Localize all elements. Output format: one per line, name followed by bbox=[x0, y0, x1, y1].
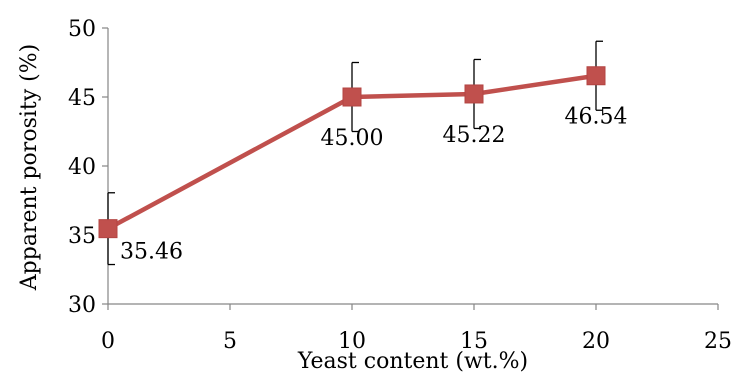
x-tick-label: 15 bbox=[460, 329, 488, 354]
y-tick-label: 30 bbox=[68, 293, 96, 318]
data-point-marker bbox=[98, 219, 118, 239]
error-bars bbox=[107, 40, 603, 266]
data-point-marker bbox=[342, 87, 362, 107]
x-tick-label: 0 bbox=[101, 329, 115, 354]
data-point-marker bbox=[586, 66, 606, 86]
y-tick-label: 35 bbox=[68, 224, 96, 249]
x-tick-label: 10 bbox=[338, 329, 366, 354]
y-tick-label: 50 bbox=[68, 17, 96, 42]
x-tick-label: 25 bbox=[704, 329, 732, 354]
data-label: 35.46 bbox=[120, 240, 183, 265]
data-label: 45.00 bbox=[321, 126, 384, 151]
y-tick-label: 45 bbox=[68, 86, 96, 111]
series-line bbox=[106, 73, 597, 231]
x-tick-label: 5 bbox=[223, 329, 237, 354]
axes bbox=[107, 28, 718, 305]
y-tick-label: 40 bbox=[68, 155, 96, 180]
data-point-marker bbox=[464, 84, 484, 104]
x-tick-label: 20 bbox=[582, 329, 610, 354]
ticks: 30 35 40 45 50 0 5 10 15 20 25 bbox=[68, 17, 732, 354]
data-labels: 35.46 45.00 45.22 46.54 bbox=[120, 105, 627, 265]
series bbox=[98, 66, 606, 239]
data-label: 46.54 bbox=[565, 105, 628, 130]
y-axis-title: Apparent porosity (%) bbox=[17, 44, 42, 291]
data-label: 45.22 bbox=[443, 123, 506, 148]
x-axis-title: Yeast content (wt.%) bbox=[297, 349, 528, 374]
